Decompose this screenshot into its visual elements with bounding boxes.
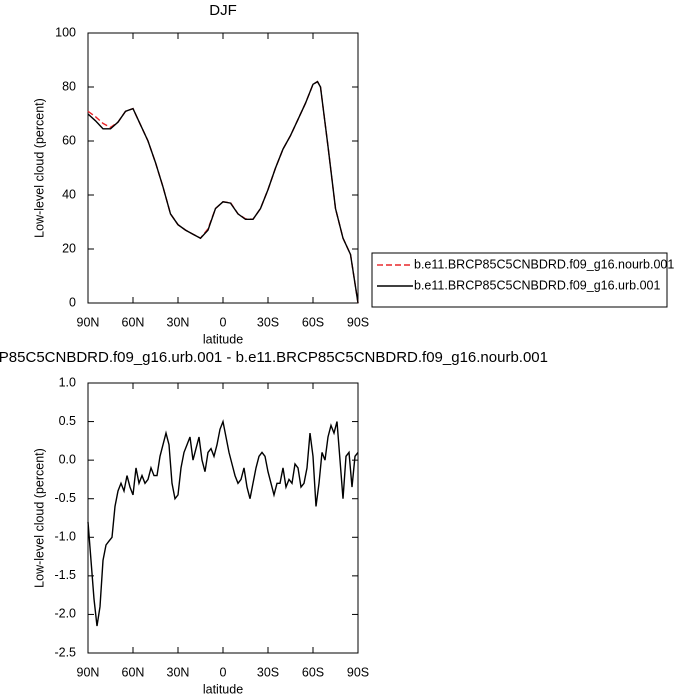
y-tick-label: 1.0 [59, 375, 76, 389]
x-tick-label: 60S [302, 665, 324, 679]
chart-title: b.e11.BRCP85C5CNBDRD.f09_g16.urb.001 - b… [0, 349, 548, 366]
y-tick-label: 100 [55, 25, 76, 39]
x-tick-label: 30N [167, 665, 190, 679]
data-line [87, 80, 359, 304]
x-tick-label: 30S [257, 665, 279, 679]
y-tick-label: 0 [69, 295, 76, 309]
x-tick-label: 90N [77, 665, 100, 679]
legend-label: b.e11.BRCP85C5CNBDRD.f09_g16.urb.001 [414, 278, 660, 292]
x-tick-label: 0 [220, 665, 227, 679]
y-tick-label: 40 [62, 187, 76, 201]
x-tick-label: 30N [167, 315, 190, 329]
x-tick-label: 60N [122, 665, 145, 679]
x-tick-label: 0 [220, 315, 227, 329]
x-tick-label: 90S [347, 315, 369, 329]
y-axis-label: Low-level cloud (percent) [32, 448, 46, 588]
x-tick-label: 30S [257, 315, 279, 329]
y-tick-label: -0.5 [54, 491, 76, 505]
x-tick-label: 90S [347, 665, 369, 679]
x-tick-label: 60S [302, 315, 324, 329]
chart-title: DJF [209, 2, 237, 19]
x-tick-label: 60N [122, 315, 145, 329]
legend-label: b.e11.BRCP85C5CNBDRD.f09_g16.nourb.001 [414, 257, 674, 271]
data-line [87, 419, 359, 627]
y-tick-label: 60 [62, 133, 76, 147]
y-axis-label: Low-level cloud (percent) [32, 98, 46, 238]
legend-box [371, 252, 668, 308]
y-tick-label: 80 [62, 79, 76, 93]
y-tick-label: -2.0 [54, 607, 76, 621]
y-tick-label: 20 [62, 241, 76, 255]
y-tick-label: -1.0 [54, 530, 76, 544]
plot-frame [87, 32, 359, 304]
x-axis-label: latitude [203, 332, 243, 346]
x-tick-label: 90N [77, 315, 100, 329]
y-tick-label: -2.5 [54, 645, 76, 659]
y-tick-label: 0.0 [59, 452, 76, 466]
data-line [87, 80, 359, 304]
y-tick-label: -1.5 [54, 568, 76, 582]
y-tick-label: 0.5 [59, 414, 76, 428]
x-axis-label: latitude [203, 682, 243, 696]
